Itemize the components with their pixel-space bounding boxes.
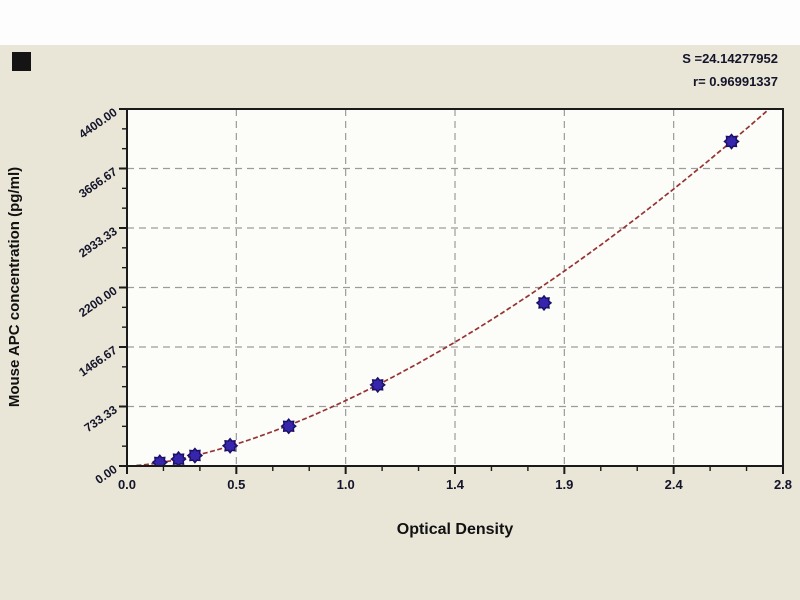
data-point: [723, 133, 740, 150]
x-tick-label: 1.0: [337, 477, 355, 492]
data-point: [170, 450, 187, 466]
x-tick-label: 2.4: [665, 477, 684, 492]
x-tick-label: 1.9: [555, 477, 573, 492]
data-point: [280, 418, 297, 435]
x-tick-label: 1.4: [446, 477, 465, 492]
data-points-group: [151, 133, 740, 466]
data-point: [186, 447, 204, 464]
y-axis-title: Mouse APC concentration (pg/ml): [6, 166, 23, 408]
x-tick-label: 0.5: [227, 477, 245, 492]
fit-statistics: S =24.14277952 r= 0.96991337: [682, 47, 778, 93]
fitted-curve: [136, 109, 771, 466]
y-tick-label: 1466.67: [76, 343, 120, 380]
top-white-band: [0, 0, 800, 45]
correlation-value: r= 0.96991337: [693, 74, 778, 89]
y-tick-label: 2933.33: [76, 224, 120, 261]
fit-curve-group: [136, 109, 771, 466]
data-point: [535, 294, 553, 312]
data-point: [151, 454, 168, 466]
x-axis-title: Optical Density: [396, 521, 514, 538]
slope-value: S =24.14277952: [682, 51, 778, 66]
data-point: [221, 437, 239, 454]
data-point: [369, 376, 386, 394]
x-tick-label: 0.0: [118, 477, 136, 492]
x-tick-label: 2.8: [774, 477, 792, 492]
y-tick-label: 2200.00: [76, 283, 120, 320]
y-tick-label: 0.00: [93, 462, 120, 487]
corner-marker: [12, 52, 31, 71]
y-tick-label: 3666.67: [76, 164, 120, 201]
y-tick-label: 733.33: [82, 402, 120, 435]
y-tick-label: 4400.00: [76, 105, 120, 142]
